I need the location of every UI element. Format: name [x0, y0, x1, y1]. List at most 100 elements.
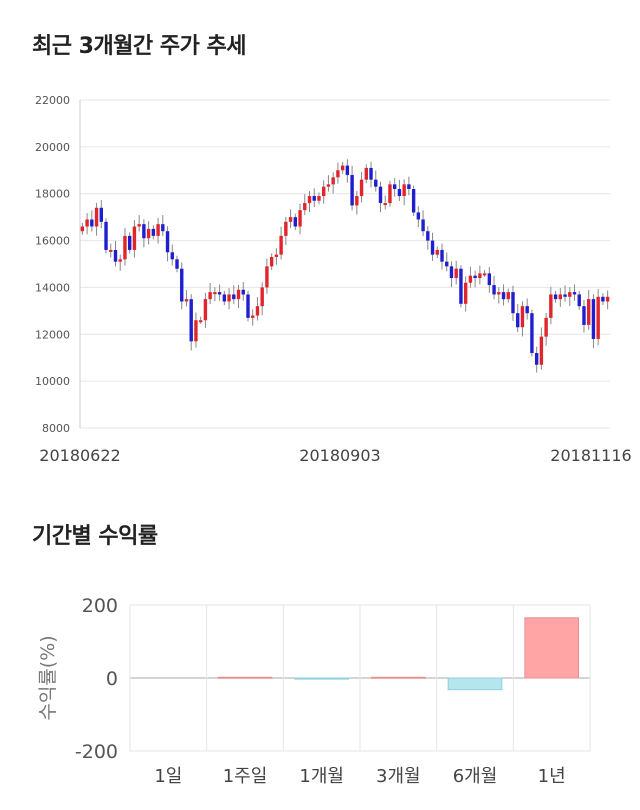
candle-body: [596, 296, 600, 339]
candle-body: [284, 221, 288, 236]
price-y-tick-label: 20000: [35, 141, 70, 154]
candle-body: [236, 289, 241, 300]
returns-bar: [447, 677, 503, 691]
candle-body: [227, 294, 231, 302]
candle-body: [246, 294, 250, 318]
candle-body: [501, 292, 506, 300]
candle-body: [426, 231, 430, 241]
candle-body: [322, 186, 326, 197]
candle-body: [165, 231, 170, 253]
candle-body: [251, 315, 255, 318]
candle-body: [364, 167, 368, 180]
candle-body: [137, 224, 141, 227]
candle-body: [194, 320, 198, 342]
candle-body: [374, 179, 378, 187]
candle-body: [142, 224, 146, 239]
price-y-tick-label: 18000: [35, 188, 70, 201]
candle-body: [113, 249, 118, 262]
candle-body: [279, 235, 283, 255]
returns-x-tick-label: 1주일: [223, 766, 268, 787]
candle-body: [463, 282, 468, 304]
price-candlestick-chart: 22000 20000 18000 16000 14000 12000 10000 8000 2…: [35, 94, 632, 465]
candle-body: [511, 292, 515, 314]
candle-body: [454, 268, 458, 279]
candle-body: [161, 224, 165, 232]
candle-body: [104, 221, 108, 250]
candle-body: [525, 306, 529, 314]
candle-body: [482, 273, 487, 276]
price-y-tick-label: 14000: [35, 281, 70, 294]
returns-y-axis-label: 수익률(%): [37, 635, 59, 720]
candle-body: [109, 249, 113, 252]
candle-body: [175, 259, 179, 269]
candle-body: [568, 292, 572, 297]
candle-body: [445, 261, 449, 267]
candle-body: [170, 252, 174, 260]
candle-body: [298, 210, 302, 227]
candle-body: [572, 292, 577, 295]
candle-body: [473, 275, 477, 279]
candle-body: [601, 296, 605, 302]
candle-body: [430, 240, 435, 255]
returns-x-tick-label: 3개월: [376, 766, 421, 787]
candle-body: [331, 177, 335, 185]
price-y-tick-label: 12000: [35, 328, 70, 341]
candle-body: [180, 268, 184, 302]
candle-body: [530, 313, 534, 354]
candle-body: [303, 203, 307, 211]
candle-body: [449, 266, 454, 279]
candle-body: [397, 189, 402, 197]
candle-body: [94, 207, 99, 227]
returns-y-tick-label: 200: [82, 595, 118, 617]
returns-y-tick-label: 0: [106, 668, 118, 690]
candle-body: [198, 320, 203, 323]
candle-body: [132, 226, 137, 250]
candle-body: [582, 306, 586, 325]
candle-body: [222, 294, 227, 302]
candle-body: [416, 212, 421, 220]
candle-body: [269, 256, 274, 267]
candle-body: [255, 306, 260, 316]
price-y-tick-label: 16000: [35, 235, 70, 248]
candle-body: [232, 294, 236, 300]
candle-body: [184, 299, 189, 302]
candle-body: [506, 292, 510, 300]
candle-body: [378, 186, 383, 204]
returns-bar: [217, 676, 273, 679]
candle-body: [549, 294, 553, 318]
candle-body: [336, 170, 340, 178]
price-y-tick-label: 22000: [35, 94, 70, 107]
candle-body: [241, 289, 245, 295]
returns-x-tick-label: 1년: [538, 766, 566, 787]
candle-body: [260, 287, 264, 307]
candle-body: [435, 249, 439, 255]
candle-body: [274, 254, 279, 257]
candle-body: [80, 226, 85, 232]
candle-body: [203, 299, 208, 321]
candle-body: [345, 165, 350, 175]
candle-body: [340, 165, 345, 171]
candle-body: [478, 273, 482, 279]
candle-body: [577, 294, 581, 307]
candle-body: [99, 207, 103, 222]
candle-body: [359, 179, 364, 197]
price-x-tick-label: 20180903: [299, 446, 380, 465]
returns-bar: [524, 617, 579, 679]
candle-body: [402, 184, 406, 197]
candle-body: [539, 336, 544, 365]
candle-body: [407, 184, 411, 190]
price-chart-title: 최근 3개월간 주가 추세: [32, 34, 246, 59]
candle-body: [213, 292, 217, 295]
candle-body: [85, 219, 89, 227]
candle-body: [411, 189, 416, 213]
candle-body: [208, 292, 212, 300]
candle-body: [563, 294, 567, 297]
candle-body: [156, 224, 160, 236]
candle-body: [312, 196, 316, 201]
candle-body: [189, 299, 193, 342]
candle-body: [388, 184, 392, 204]
price-y-tick-label: 8000: [42, 422, 70, 435]
candle-body: [151, 228, 156, 236]
candle-body: [146, 228, 151, 239]
